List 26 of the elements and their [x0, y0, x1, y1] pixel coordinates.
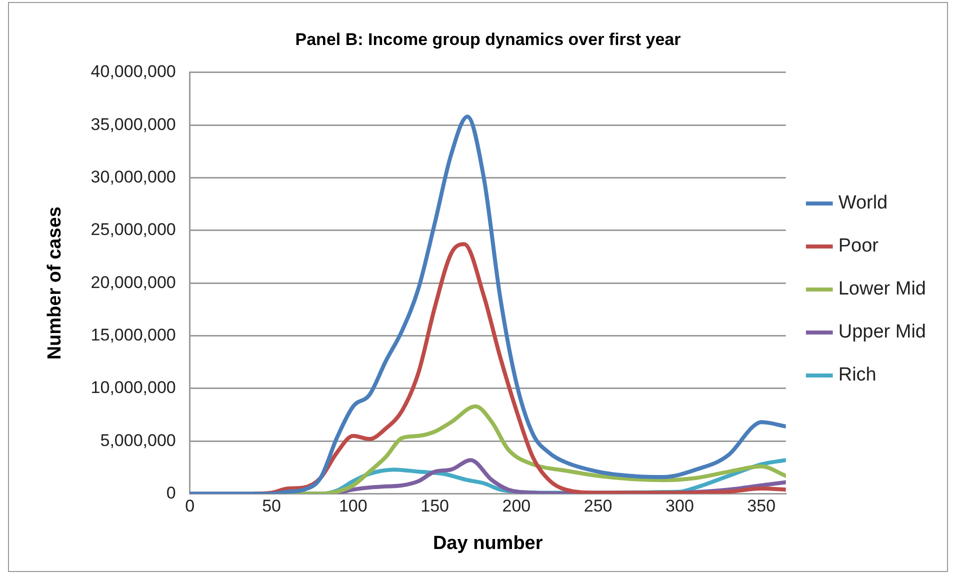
y-tick-label: 5,000,000: [100, 430, 176, 450]
x-axis-title: Day number: [432, 532, 544, 554]
y-tick-label: 15,000,000: [90, 325, 176, 344]
y-axis-title: Number of cases: [44, 206, 66, 360]
legend-label: Lower Mid: [838, 278, 926, 300]
legend-label: Rich: [838, 364, 876, 386]
y-tick-label: 35,000,000: [90, 114, 176, 134]
y-tick-label: 0: [166, 483, 176, 502]
x-tick-label: 200: [502, 496, 531, 516]
x-tick-label: 300: [666, 496, 694, 516]
x-tick-label: 150: [420, 496, 449, 516]
legend-label: Poor: [838, 236, 880, 257]
y-tick-label: 10,000,000: [90, 378, 176, 398]
y-tick-label: 25,000,000: [90, 220, 176, 240]
legend-label: Upper Mid: [838, 322, 926, 343]
x-tick-label: 250: [584, 496, 612, 516]
x-tick-label: 0: [185, 496, 195, 516]
x-tick-label: 100: [338, 496, 368, 516]
legend-label: World: [838, 192, 888, 214]
x-tick-label: 50: [262, 496, 281, 516]
y-tick-label: 30,000,000: [90, 167, 176, 186]
y-tick-label: 40,000,000: [90, 62, 176, 82]
y-tick-label: 20,000,000: [90, 272, 176, 292]
chart-title: Panel B: Income group dynamics over first year: [295, 30, 682, 49]
line-series: [253, 242, 786, 494]
x-tick-label: 350: [747, 496, 776, 516]
